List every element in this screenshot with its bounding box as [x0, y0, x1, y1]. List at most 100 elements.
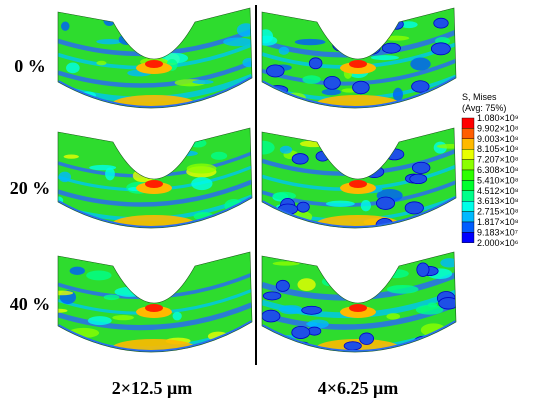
- blotch: [63, 154, 79, 159]
- hole: [409, 173, 428, 185]
- contour-panel: [57, 251, 253, 361]
- blotch: [415, 304, 444, 315]
- legend-swatch: [461, 200, 475, 212]
- hole: [291, 325, 311, 339]
- blotch: [242, 57, 252, 68]
- peak-zone: [145, 180, 163, 188]
- blotch: [87, 316, 112, 326]
- stripe: [58, 179, 252, 207]
- legend-swatch: [461, 169, 475, 181]
- blotch: [297, 278, 316, 292]
- blotch: [210, 151, 228, 160]
- outline: [261, 251, 457, 353]
- contour: [262, 8, 456, 109]
- contour: [262, 128, 456, 229]
- blotch: [325, 200, 355, 207]
- legend-label: 2.715×10⁸: [477, 207, 519, 217]
- peak-zone: [145, 60, 163, 68]
- stripe: [58, 60, 252, 88]
- hole: [384, 148, 405, 161]
- blotch: [386, 284, 419, 294]
- legend-label: 1.817×10⁸: [477, 217, 519, 227]
- blotch: [279, 145, 293, 154]
- hole: [389, 18, 404, 30]
- blotch: [275, 217, 300, 222]
- blotch: [370, 55, 400, 61]
- blotch: [58, 171, 72, 183]
- blotch: [105, 167, 115, 181]
- hole: [308, 57, 323, 70]
- blotch: [302, 75, 321, 84]
- blotch: [69, 266, 85, 275]
- blotch: [410, 57, 431, 71]
- blotch: [106, 110, 114, 118]
- blotch: [272, 191, 297, 201]
- blotch: [156, 162, 165, 177]
- legend-swatch: [461, 148, 475, 160]
- blotch: [369, 131, 384, 146]
- legend-swatch: [461, 211, 475, 223]
- blotch: [358, 34, 367, 49]
- blotch: [141, 278, 166, 292]
- peak-zone: [349, 180, 367, 188]
- hole: [266, 64, 285, 78]
- blotch: [386, 313, 401, 320]
- high-zone: [112, 215, 196, 229]
- hole: [433, 17, 449, 29]
- blotch: [278, 46, 290, 55]
- blotch: [96, 60, 107, 66]
- outline: [261, 127, 457, 229]
- hole: [364, 165, 385, 179]
- hole: [376, 196, 396, 210]
- blotch: [383, 269, 409, 279]
- peak-zone: [349, 60, 367, 68]
- legend-swatch: [461, 128, 475, 139]
- blotch: [96, 39, 123, 45]
- blotch: [305, 355, 324, 361]
- contour: [58, 252, 252, 361]
- legend-swatch: [461, 117, 475, 129]
- hole: [352, 80, 370, 95]
- blotch: [306, 321, 318, 327]
- legend-swatch: [461, 180, 475, 191]
- blotch: [237, 341, 252, 352]
- hole: [332, 37, 348, 52]
- row-label: 0 %: [14, 56, 46, 76]
- blotch: [400, 21, 418, 29]
- contour-panel: [57, 7, 253, 118]
- blotch: [191, 177, 213, 191]
- outline: [57, 251, 253, 353]
- blotch: [124, 144, 155, 156]
- hole: [262, 309, 281, 323]
- blotch: [127, 22, 160, 32]
- peak-zone: [349, 304, 367, 312]
- blotch: [172, 311, 182, 321]
- hole: [323, 75, 341, 90]
- outline: [261, 7, 457, 109]
- blotch: [357, 277, 369, 291]
- blotch: [307, 319, 329, 329]
- hole: [416, 262, 430, 277]
- hole: [404, 201, 424, 215]
- legend-label: 7.207×10⁸: [477, 155, 519, 165]
- blotch: [306, 355, 332, 360]
- blotch: [321, 88, 341, 96]
- hole: [343, 341, 362, 351]
- blotch: [119, 353, 146, 361]
- hole: [296, 201, 310, 213]
- hole: [411, 161, 431, 174]
- blotch: [324, 23, 337, 29]
- blotch: [62, 230, 83, 241]
- legend-label: 2.000×10⁶: [477, 238, 519, 248]
- blotch: [381, 350, 392, 353]
- hole: [359, 332, 375, 345]
- blotch: [272, 261, 300, 266]
- blotch: [114, 286, 146, 297]
- contour-panel: [261, 7, 457, 109]
- blotch: [152, 231, 175, 243]
- contour-panel: [261, 251, 457, 361]
- blotch: [392, 87, 403, 102]
- blotch: [262, 35, 278, 46]
- hole: [381, 42, 401, 54]
- blotch: [86, 270, 112, 281]
